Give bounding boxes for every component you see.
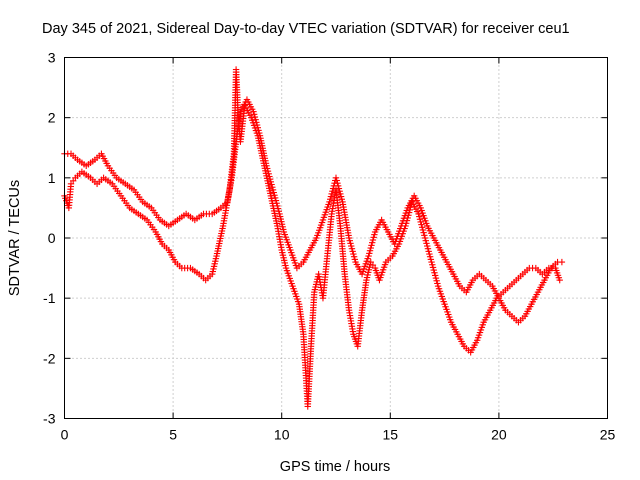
y-tick-label: 2 [48, 110, 56, 126]
x-tick-label: 10 [274, 427, 290, 443]
x-tick-label: 0 [61, 427, 69, 443]
y-tick-label: 1 [48, 170, 56, 186]
chart-title: Day 345 of 2021, Sidereal Day-to-day VTE… [42, 21, 570, 37]
y-tick-label: 0 [48, 230, 56, 246]
x-tick-label: 5 [169, 427, 177, 443]
ticks-layer: 0 5 10 15 20 25 -3 -2 -1 0 1 2 3 [43, 50, 615, 443]
x-axis-label: GPS time / hours [280, 459, 390, 475]
data-point [556, 276, 563, 284]
y-tick-label: -1 [43, 290, 56, 306]
y-axis-label: SDTVAR / TECUs [7, 180, 23, 296]
y-tick-label: -2 [43, 350, 56, 366]
y-tick-label: -3 [43, 411, 56, 427]
data-point [558, 258, 566, 266]
x-tick-label: 25 [600, 427, 616, 443]
x-tick-label: 20 [491, 427, 507, 443]
x-tick-label: 15 [383, 427, 399, 443]
y-tick-label: 3 [48, 50, 56, 66]
